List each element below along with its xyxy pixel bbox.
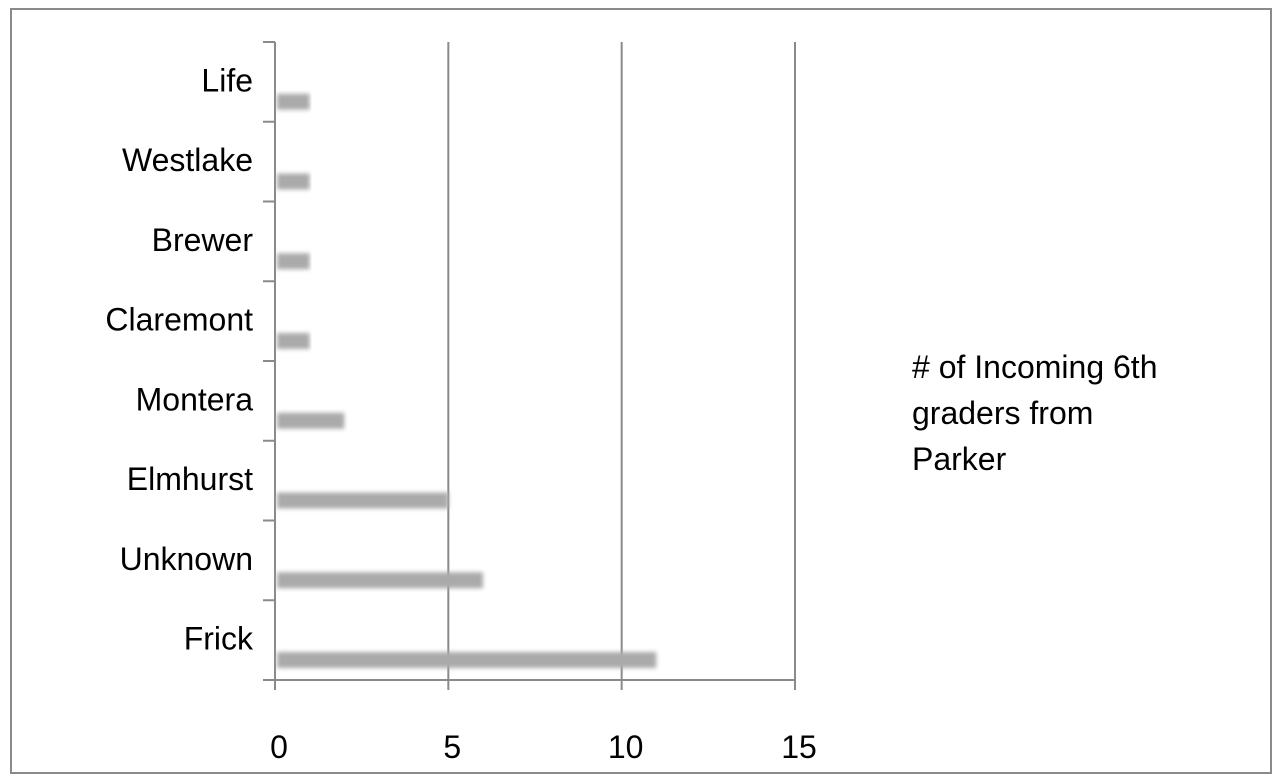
legend: # of Incoming 6th graders from Parker — [912, 349, 1157, 477]
category-label-frick: Frick — [184, 621, 254, 657]
legend-entry-line: Parker — [912, 441, 1007, 477]
category-label-westlake: Westlake — [122, 142, 253, 178]
bar-frick — [277, 652, 657, 668]
chart-frame — [10, 8, 1272, 774]
category-label-unknown: Unknown — [120, 541, 253, 577]
legend-entry-line: graders from — [912, 395, 1093, 431]
bar-westlake — [277, 173, 310, 190]
bar-life — [277, 93, 310, 110]
bar-montera — [277, 412, 345, 429]
gridlines — [447, 42, 796, 680]
bar-elmhurst — [277, 492, 449, 509]
x-tick-label: 10 — [608, 729, 644, 765]
x-tick-labels: 0 5 10 15 — [270, 729, 817, 765]
category-label-elmhurst: Elmhurst — [127, 461, 253, 497]
x-tick-label: 0 — [270, 729, 288, 765]
bar-brewer — [277, 253, 310, 270]
category-label-montera: Montera — [136, 381, 254, 417]
legend-entry-line: # of Incoming 6th — [912, 349, 1157, 385]
axes — [263, 41, 796, 690]
category-label-brewer: Brewer — [152, 222, 254, 258]
x-tick-label: 15 — [781, 729, 817, 765]
category-labels: Frick Unknown Elmhurst Montera Claremont Brew… — [105, 62, 254, 656]
x-tick-label: 5 — [443, 729, 461, 765]
bar-unknown — [277, 572, 483, 589]
category-label-life: Life — [201, 62, 253, 98]
bars — [277, 93, 657, 668]
bar-claremont — [277, 333, 310, 349]
category-label-claremont: Claremont — [105, 302, 253, 338]
